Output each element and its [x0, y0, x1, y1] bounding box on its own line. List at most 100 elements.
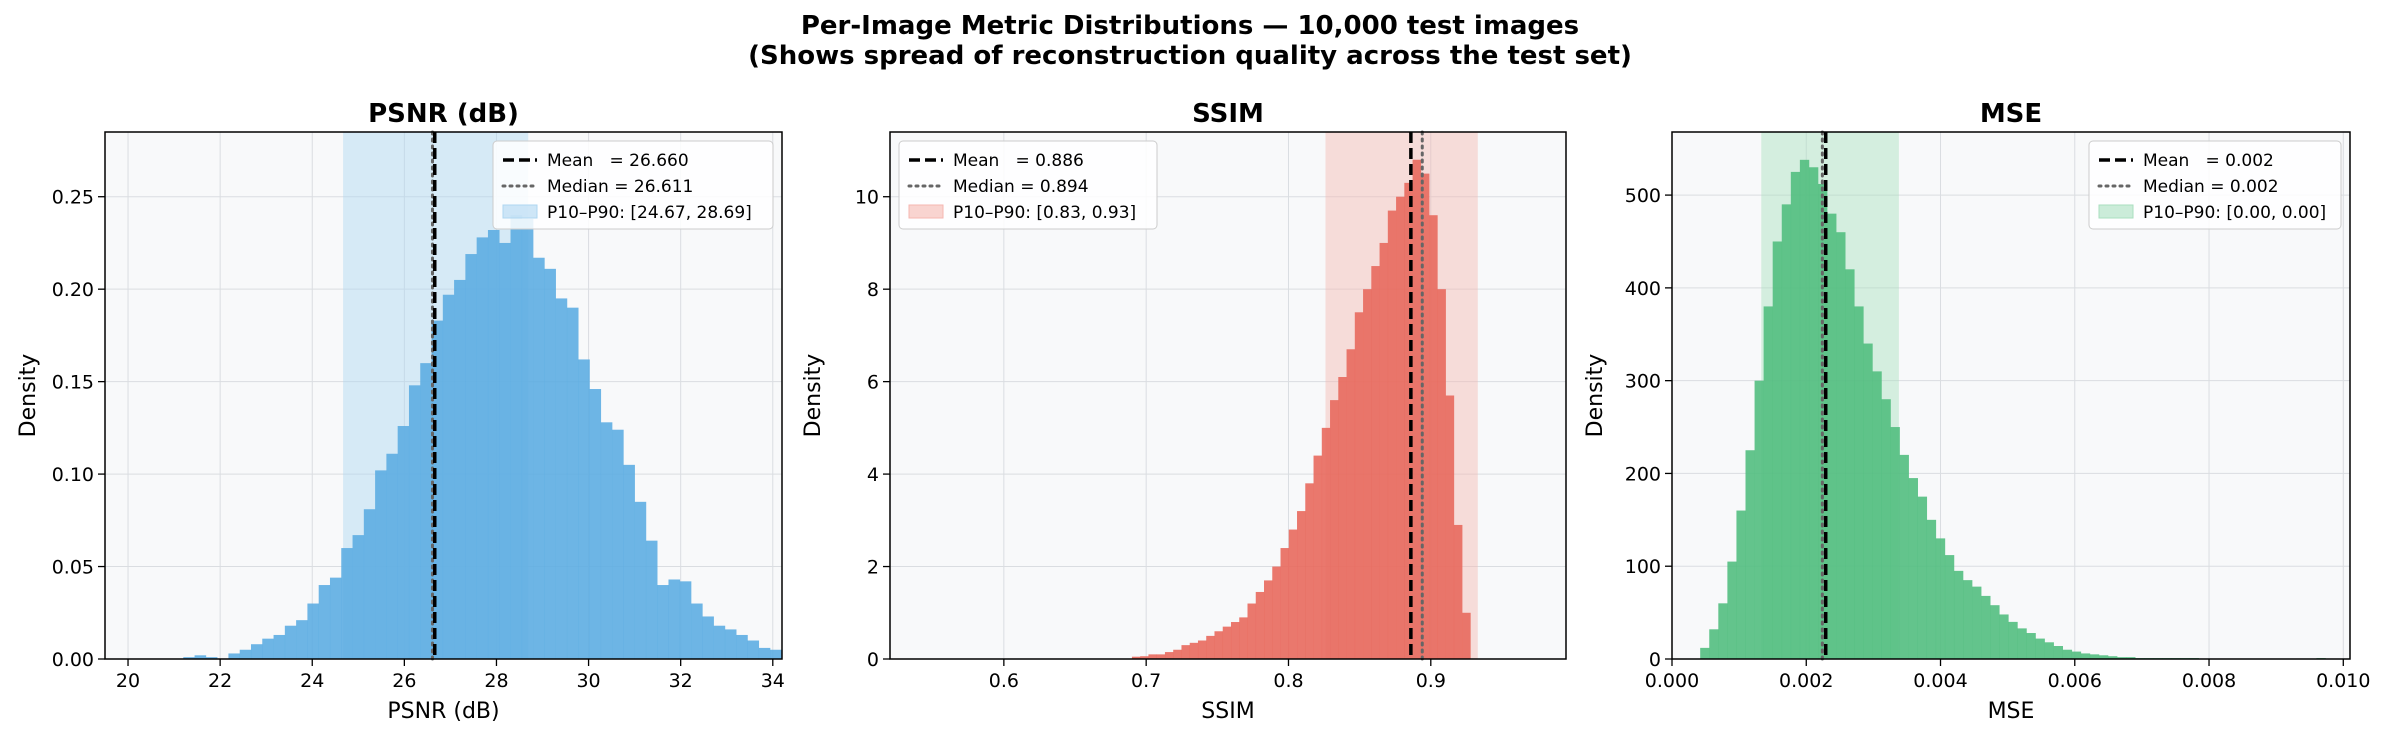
mse-bar-39[interactable] — [2053, 646, 2063, 659]
psnr-bar-22[interactable] — [431, 320, 444, 659]
ssim-bar-23[interactable] — [1321, 427, 1331, 659]
mse-bar-47[interactable] — [2126, 657, 2136, 659]
mse-bar-5[interactable] — [1745, 450, 1755, 659]
ssim-bar-34[interactable] — [1412, 159, 1422, 659]
mse-bar-6[interactable] — [1754, 380, 1764, 659]
psnr-bar-39[interactable] — [623, 464, 635, 659]
ssim-bar-29[interactable] — [1371, 266, 1380, 659]
mse-bar-42[interactable] — [2080, 653, 2091, 659]
psnr-bar-4[interactable] — [228, 653, 241, 659]
ssim-bar-15[interactable] — [1255, 591, 1265, 659]
ssim-bar-5[interactable] — [1173, 649, 1182, 659]
mse-bar-45[interactable] — [2108, 656, 2118, 659]
mse-bar-2[interactable] — [1718, 603, 1728, 659]
psnr-bar-17[interactable] — [375, 470, 387, 659]
psnr-bar-21[interactable] — [420, 363, 432, 659]
mse-bar-15[interactable] — [1836, 232, 1846, 659]
ssim-bar-26[interactable] — [1346, 349, 1356, 659]
mse-bar-37[interactable] — [2035, 638, 2045, 659]
psnr-bar-47[interactable] — [713, 625, 726, 659]
ssim-bar-39[interactable] — [1453, 524, 1463, 659]
psnr-bar-59[interactable] — [849, 657, 861, 659]
mse-bar-34[interactable] — [2008, 621, 2018, 659]
mse-bar-17[interactable] — [1854, 306, 1864, 659]
ssim-bar-13[interactable] — [1239, 617, 1248, 659]
mse-bar-10[interactable] — [1790, 171, 1801, 659]
mse-bar-8[interactable] — [1772, 241, 1783, 659]
ssim-bar-6[interactable] — [1181, 645, 1191, 659]
psnr-bar-43[interactable] — [668, 579, 681, 659]
psnr-bar-44[interactable] — [679, 581, 692, 659]
ssim-bar-7[interactable] — [1189, 642, 1199, 659]
mse-bar-0[interactable] — [1700, 647, 1710, 659]
mse-bar-20[interactable] — [1881, 399, 1891, 659]
ssim-bar-28[interactable] — [1363, 289, 1372, 659]
psnr-bar-49[interactable] — [736, 634, 748, 659]
ssim-bar-38[interactable] — [1445, 395, 1455, 660]
psnr-bar-1[interactable] — [194, 655, 207, 659]
psnr-bar-41[interactable] — [645, 540, 658, 659]
psnr-bar-15[interactable] — [352, 535, 365, 659]
psnr-bar-6[interactable] — [250, 644, 263, 659]
mse-bar-23[interactable] — [1908, 478, 1918, 659]
psnr-bar-58[interactable] — [838, 655, 850, 659]
ssim-bar-20[interactable] — [1297, 511, 1306, 659]
ssim-bar-9[interactable] — [1206, 635, 1215, 659]
mse-bar-31[interactable] — [1981, 595, 1991, 659]
psnr-bar-48[interactable] — [724, 629, 737, 659]
psnr-bar-10[interactable] — [296, 620, 308, 659]
mse-bar-16[interactable] — [1845, 269, 1855, 659]
psnr-bar-53[interactable] — [781, 651, 793, 659]
ssim-bar-35[interactable] — [1420, 173, 1430, 659]
psnr-bar-13[interactable] — [329, 577, 342, 659]
mse-bar-11[interactable] — [1799, 159, 1810, 659]
ssim-bar-11[interactable] — [1222, 626, 1232, 659]
psnr-bar-52[interactable] — [770, 649, 782, 659]
mse-bar-26[interactable] — [1935, 538, 1946, 659]
psnr-bar-32[interactable] — [544, 268, 556, 659]
ssim-bar-21[interactable] — [1305, 483, 1314, 659]
psnr-bar-45[interactable] — [691, 603, 703, 659]
ssim-bar-25[interactable] — [1338, 377, 1347, 659]
ssim-bar-16[interactable] — [1264, 580, 1273, 659]
mse-bar-33[interactable] — [1999, 614, 2009, 659]
psnr-bar-24[interactable] — [454, 279, 466, 659]
ssim-bar-33[interactable] — [1404, 182, 1413, 659]
psnr-bar-19[interactable] — [397, 426, 410, 659]
psnr-bar-46[interactable] — [702, 616, 714, 659]
ssim-bar-18[interactable] — [1280, 548, 1290, 659]
ssim-bar-40[interactable] — [1462, 612, 1471, 659]
ssim-bar-37[interactable] — [1437, 289, 1446, 659]
mse-bar-35[interactable] — [2017, 628, 2027, 659]
mse-bar-29[interactable] — [1963, 580, 1973, 659]
ssim-bar-22[interactable] — [1313, 455, 1323, 659]
psnr-bar-11[interactable] — [307, 603, 319, 659]
ssim-bar-30[interactable] — [1379, 242, 1389, 659]
psnr-bar-12[interactable] — [318, 585, 331, 659]
psnr-bar-37[interactable] — [600, 422, 613, 659]
mse-bar-1[interactable] — [1709, 629, 1719, 659]
ssim-bar-19[interactable] — [1288, 529, 1298, 659]
ssim-bar-4[interactable] — [1164, 652, 1174, 659]
mse-bar-19[interactable] — [1872, 371, 1882, 659]
mse-bar-3[interactable] — [1727, 561, 1737, 659]
ssim-bar-27[interactable] — [1354, 312, 1364, 659]
mse-bar-4[interactable] — [1736, 510, 1746, 659]
mse-bar-24[interactable] — [1917, 496, 1928, 659]
psnr-bar-8[interactable] — [273, 634, 286, 659]
mse-bar-38[interactable] — [2044, 642, 2054, 659]
psnr-bar-23[interactable] — [442, 294, 455, 659]
ssim-bar-36[interactable] — [1429, 215, 1438, 659]
psnr-bar-26[interactable] — [476, 237, 489, 659]
mse-bar-43[interactable] — [2089, 654, 2100, 659]
mse-bar-12[interactable] — [1808, 167, 1819, 659]
ssim-bar-2[interactable] — [1148, 654, 1157, 659]
mse-bar-27[interactable] — [1944, 555, 1955, 659]
psnr-bar-36[interactable] — [589, 389, 602, 659]
ssim-bar-31[interactable] — [1387, 210, 1397, 659]
mse-bar-7[interactable] — [1763, 306, 1773, 659]
mse-bar-14[interactable] — [1827, 213, 1837, 659]
psnr-bar-51[interactable] — [758, 647, 771, 659]
mse-bar-21[interactable] — [1890, 427, 1900, 659]
ssim-bar-32[interactable] — [1396, 196, 1405, 659]
